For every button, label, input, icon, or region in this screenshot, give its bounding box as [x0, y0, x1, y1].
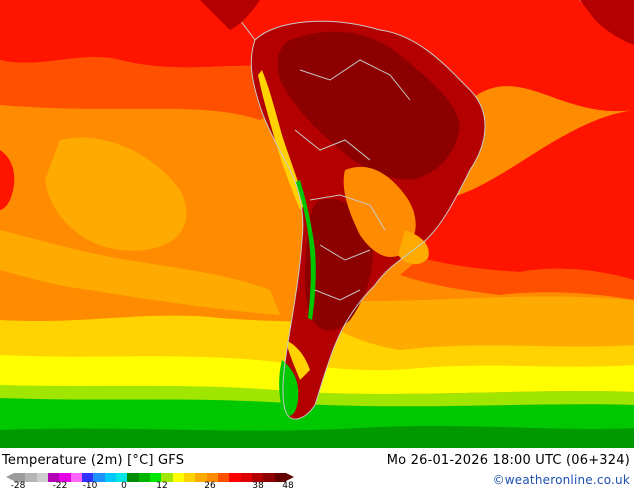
legend-swatch — [161, 473, 173, 482]
band-east-atlantic-red — [420, 110, 634, 280]
band-west-red-patch — [0, 150, 15, 210]
legend-swatch — [172, 473, 184, 482]
legend-swatch — [274, 473, 286, 482]
legend-tick: -28 — [10, 481, 26, 491]
band-orange-red-north — [0, 57, 330, 120]
legend-swatch — [70, 473, 82, 482]
valid-time: Mo 26-01-2026 18:00 UTC (06+324) — [386, 453, 630, 468]
band-south-darkgreen — [0, 426, 634, 448]
map-title: Temperature (2m) [°C] GFS — [2, 453, 184, 468]
legend-swatch — [59, 473, 71, 482]
andes-yellow-strip — [258, 70, 305, 210]
legend-swatch — [138, 473, 150, 482]
legend-ticks: -28 -22 -10 0 12 26 38 48 — [10, 481, 294, 492]
legend-swatch — [206, 473, 218, 482]
legend-swatch — [47, 473, 60, 482]
variable-label: Temperature (2m) [°C] — [2, 453, 154, 468]
legend-swatch — [251, 473, 264, 482]
legend-tick: 26 — [204, 481, 216, 491]
patagonia-yellow — [286, 340, 310, 380]
legend-tick: 48 — [282, 481, 294, 491]
legend-swatch — [263, 473, 275, 482]
continent-very-hot-amazon — [277, 31, 460, 180]
legend-swatch — [195, 473, 207, 482]
legend-swatch — [240, 473, 252, 482]
legend-swatch — [93, 473, 105, 482]
legend-swatch — [149, 473, 162, 482]
band-west-yellow-patch — [0, 230, 280, 315]
legend-tick: 0 — [121, 481, 127, 491]
legend-swatch — [127, 473, 139, 482]
legend-tick: 38 — [252, 481, 264, 491]
map-footer: Temperature (2m) [°C] GFS Mo 26-01-2026 … — [0, 448, 634, 492]
legend-swatch — [115, 473, 128, 482]
continent-very-hot-chaco — [304, 199, 373, 331]
model-label: GFS — [157, 453, 185, 468]
band-east-hot — [400, 258, 634, 300]
legend-tick: -22 — [52, 481, 68, 491]
legend-swatch — [229, 473, 241, 482]
color-legend: -28 -22 -10 0 12 26 38 48 — [6, 473, 294, 492]
andes-green-strip — [296, 180, 316, 320]
legend-swatch — [25, 473, 37, 482]
legend-arrow-left — [6, 473, 14, 481]
legend-swatch — [14, 473, 26, 482]
legend-tick: -10 — [82, 481, 98, 491]
legend-swatch — [81, 473, 94, 482]
credit-link[interactable]: ©weatheronline.co.uk — [492, 473, 630, 487]
legend-swatch — [36, 473, 48, 482]
legend-swatch — [183, 473, 196, 482]
legend-swatch — [104, 473, 116, 482]
band-central-pacific-yellow — [45, 137, 187, 251]
continent-brazil-orange — [343, 166, 416, 258]
band-southeast-orange — [330, 296, 634, 350]
temperature-map — [0, 0, 634, 448]
central-america — [200, 0, 634, 45]
legend-arrow-right — [286, 473, 294, 481]
map-canvas — [0, 0, 634, 448]
legend-color-bar — [6, 473, 294, 482]
legend-swatch — [217, 473, 230, 482]
south-america-landmass — [251, 21, 485, 420]
legend-tick: 12 — [156, 481, 168, 491]
